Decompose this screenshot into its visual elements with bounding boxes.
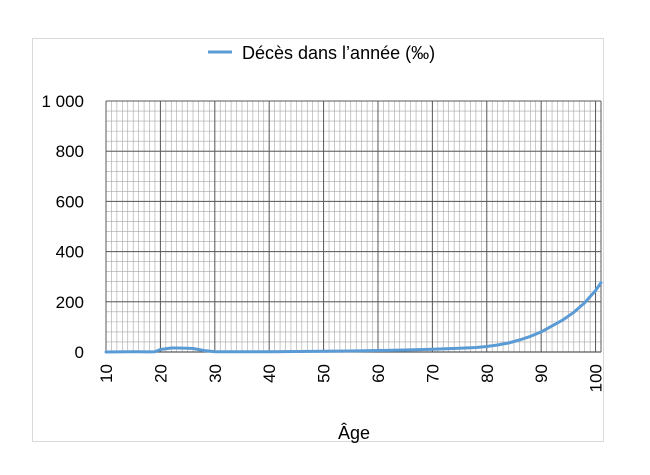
- legend-label: Décès dans l’année (‰): [242, 43, 435, 63]
- y-tick-label: 0: [75, 343, 84, 362]
- y-tick-label: 200: [56, 293, 84, 312]
- x-tick-labels: 10 20 30 40 50 60 70 80 90 100: [97, 364, 606, 392]
- x-tick-label: 100: [587, 364, 606, 392]
- minor-gridlines: [105, 100, 602, 353]
- x-tick-label: 40: [260, 364, 279, 383]
- y-tick-label: 400: [56, 243, 84, 262]
- series-group: [104, 281, 603, 354]
- y-tick-labels: 0 200 400 600 800 1 000: [41, 92, 84, 362]
- x-tick-label: 90: [532, 364, 551, 383]
- x-tick-label: 80: [478, 364, 497, 383]
- y-tick-label: 1 000: [41, 92, 84, 111]
- x-tick-label: 50: [315, 364, 334, 383]
- x-axis-title: Âge: [338, 423, 370, 443]
- y-tick-label: 800: [56, 142, 84, 161]
- series-line: [104, 281, 603, 354]
- y-tick-label: 600: [56, 192, 84, 211]
- x-tick-label: 10: [97, 364, 116, 383]
- x-tick-label: 30: [206, 364, 225, 383]
- x-tick-label: 20: [151, 364, 170, 383]
- major-gridlines: [105, 100, 602, 353]
- x-tick-label: 70: [423, 364, 442, 383]
- legend: Décès dans l’année (‰): [208, 43, 435, 63]
- x-tick-label: 60: [369, 364, 388, 383]
